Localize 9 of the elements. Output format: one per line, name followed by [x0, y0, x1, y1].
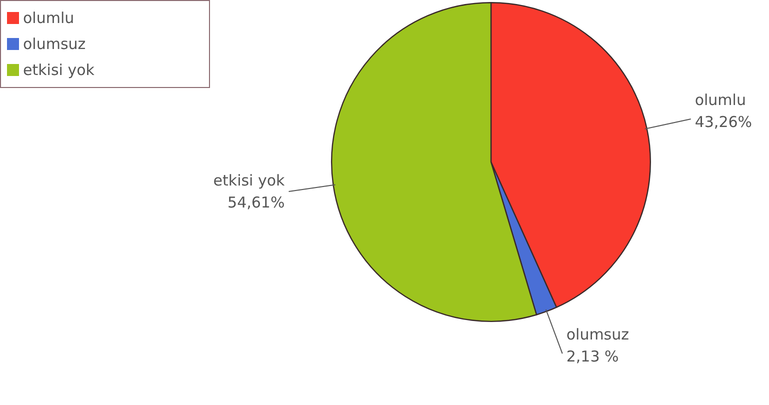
slice-label: etkisi yok — [213, 171, 286, 190]
data-label: 2,13 % — [566, 347, 619, 366]
legend-label: etkisi yok — [23, 61, 94, 79]
legend-label: olumlu — [23, 9, 74, 27]
slice-label: olumlu — [694, 90, 746, 109]
data-label: 54,61% — [228, 193, 285, 212]
data-label: 43,26% — [694, 112, 752, 131]
slice-label: olumsuz — [566, 325, 630, 344]
legend-label: olumsuz — [23, 35, 86, 53]
